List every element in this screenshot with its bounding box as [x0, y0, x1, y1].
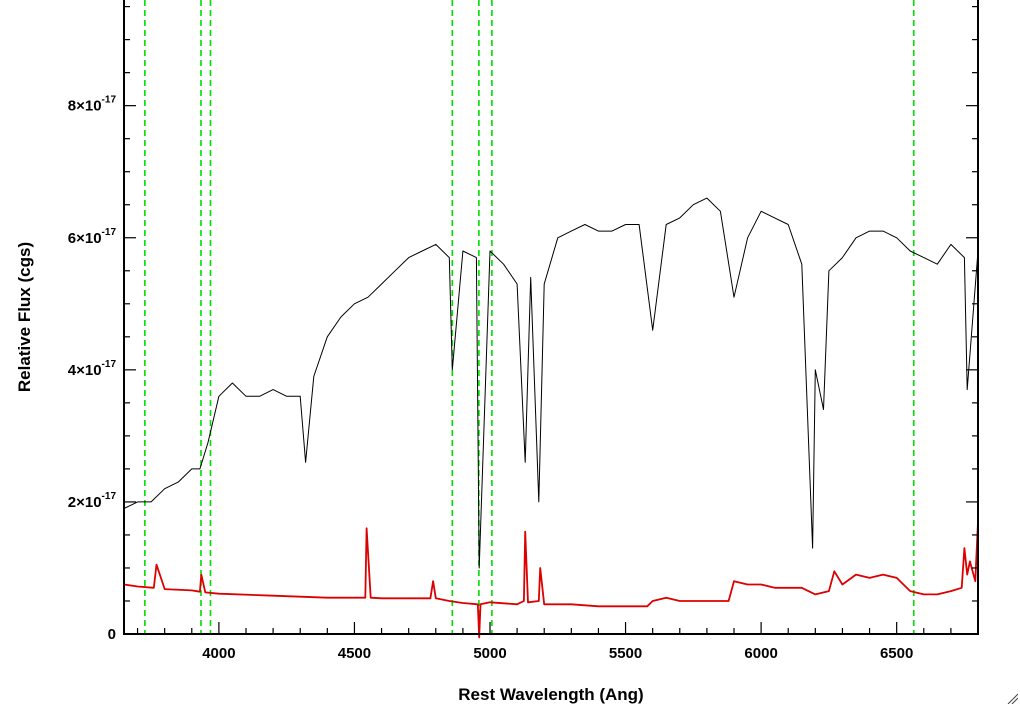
y-axis-tick-labels: 0 2×10-17 4×10-17 6×10-17 8×10-17 — [68, 95, 117, 643]
emission-line-markers — [144, 0, 915, 634]
x-tick-label: 5500 — [609, 645, 642, 662]
y-tick-label: 6×10-17 — [68, 227, 117, 247]
spectrum-series-line — [123, 197, 979, 569]
series-layer — [123, 197, 979, 639]
plot-frame — [123, 0, 979, 635]
error-series-line — [123, 521, 979, 639]
y-axis-title: Relative Flux (cgs) — [15, 242, 34, 392]
resize-grip-icon[interactable] — [1006, 692, 1018, 704]
x-tick-label: 6000 — [744, 645, 777, 662]
y-tick-label: 2×10-17 — [68, 491, 117, 511]
axis-ticks — [124, 6, 979, 635]
x-tick-label: 4000 — [202, 645, 235, 662]
y-tick-label: 8×10-17 — [68, 95, 117, 115]
x-tick-label: 4500 — [338, 645, 371, 662]
x-axis-title: Rest Wavelength (Ang) — [458, 685, 643, 704]
x-tick-label: 5000 — [473, 645, 506, 662]
y-tick-label: 0 — [108, 626, 116, 643]
y-tick-label: 4×10-17 — [68, 359, 117, 379]
x-tick-label: 6500 — [880, 645, 913, 662]
x-axis-tick-labels: 4000 4500 5000 5500 6000 6500 — [202, 645, 913, 662]
